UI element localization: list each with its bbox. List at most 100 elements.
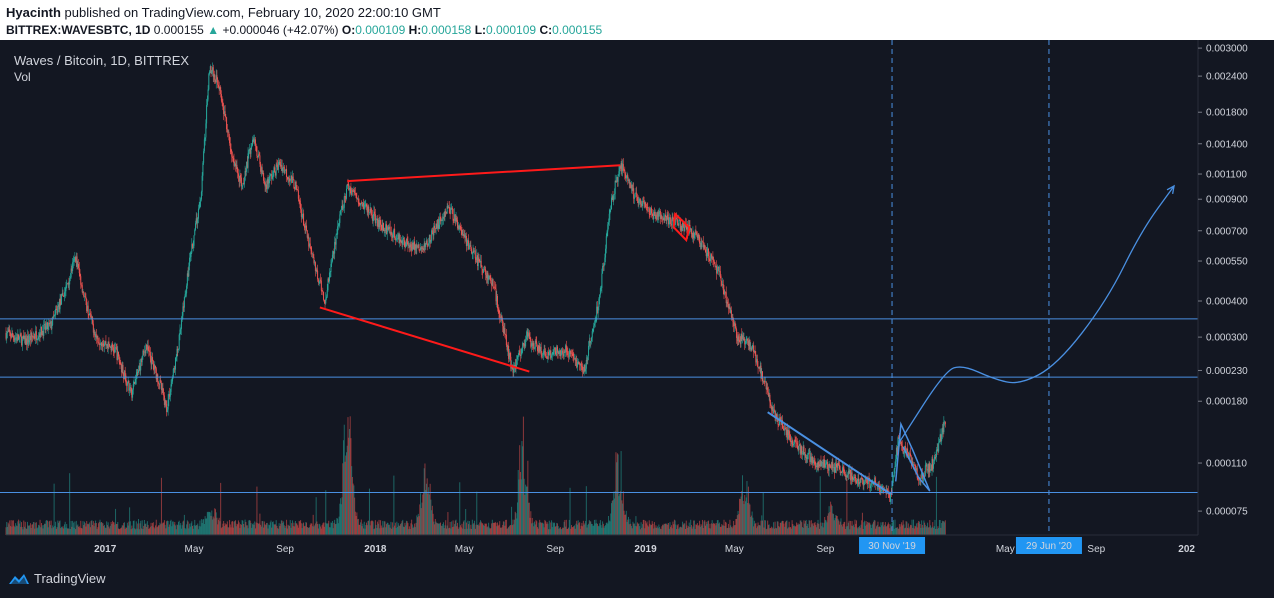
candle [152,352,154,365]
candle-body [405,238,407,247]
candle-body [166,409,168,412]
candle [77,260,79,270]
volume-bar [458,527,460,535]
candle-body [612,196,614,201]
volume-bar [144,524,146,535]
candle-body [742,335,744,341]
candle [650,206,652,215]
volume-bar [393,475,395,535]
volume-bar [178,520,180,535]
candle-body [727,303,729,309]
volume-bar [380,520,382,535]
candle [8,324,10,333]
candle [607,222,609,237]
candle-body [873,483,875,485]
volume-bar [740,496,742,535]
candle-body [279,162,281,165]
candle [164,398,166,409]
candle [408,240,410,249]
candle-body [271,175,273,179]
volume-bar [473,523,475,535]
candle-body [354,190,356,194]
candle-body [618,171,620,175]
volume-bar [52,527,54,535]
volume-bar [228,527,230,535]
candle-body [681,226,683,231]
candle [815,461,817,469]
candle-body [409,244,411,248]
candle-body [17,334,19,341]
candle [103,339,105,348]
volume-bar [390,521,392,535]
volume-bar [280,523,282,535]
candle-body [552,352,554,355]
volume-bar [441,526,443,535]
candle [72,255,74,269]
candle [70,263,72,279]
candle [704,245,706,253]
candle-body [497,295,499,309]
volume-bar [636,522,638,535]
candle-body [539,346,541,352]
volume-bar [637,523,639,535]
volume-bar [488,527,490,535]
candle-body [348,184,350,191]
volume-bar [700,524,702,535]
candle-body [288,178,290,180]
volume-bar [727,523,729,535]
candle [916,464,918,480]
volume-bar [52,525,54,535]
candle-body [215,75,217,83]
volume-bar [628,516,630,535]
candle-body [903,452,905,454]
volume-bar [447,512,449,535]
volume-bar [184,528,186,535]
candle-body [177,348,179,351]
candle [836,458,838,474]
volume-bar [258,523,260,535]
candle [482,266,484,274]
volume-bar [396,521,398,535]
volume-bar [701,525,703,535]
candle-body [639,199,641,201]
candle [336,228,338,235]
candle [594,315,596,328]
candle-body [853,477,855,478]
candle [585,354,587,374]
candle [443,211,445,221]
candle [459,223,461,233]
volume-bar [629,519,631,535]
candle-body [118,351,120,357]
candle-body [695,231,697,233]
candle-body [21,336,23,346]
author-name[interactable]: Hyacinth [6,5,61,20]
candle-body [574,358,576,361]
candle [532,340,534,349]
candle-body [277,164,279,170]
price-chart[interactable]: 0.0003470.0002180.0000870.00015501:59:58… [0,40,1274,560]
candle-body [285,169,287,171]
candle [310,246,312,255]
volume-bar [733,525,735,535]
candle-body [366,206,368,213]
volume-bar [246,525,248,535]
candle [388,223,390,234]
candle-body [719,271,721,277]
candle-body [160,382,162,391]
candle-body [200,191,202,200]
candle-body [763,380,765,382]
candle [206,98,208,129]
volume-bar [345,452,347,535]
candle [625,175,627,183]
candle [663,216,665,224]
candle-body [617,174,619,182]
candle [517,353,519,361]
candle [433,222,435,240]
candle [602,262,604,274]
volume-bar [781,520,783,535]
volume-bar [337,518,339,535]
volume-bar [267,528,269,535]
candle [379,216,381,231]
volume-bar [647,525,649,535]
candle-body [522,342,524,348]
